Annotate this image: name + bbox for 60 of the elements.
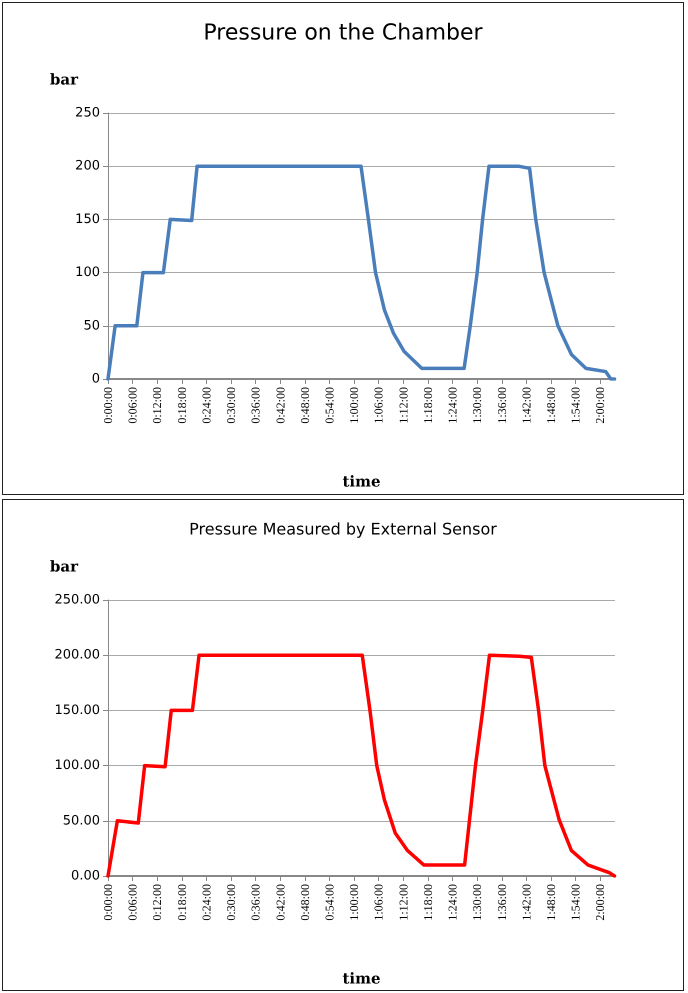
y-tick-label: 250 — [75, 106, 100, 120]
x-tick-label: 0:48:00 — [298, 387, 312, 424]
x-tick-label: 0:36:00 — [248, 884, 263, 920]
x-tick-label: 1:48:00 — [544, 884, 558, 920]
x-tick-label: 1:48:00 — [544, 387, 558, 424]
y-axis-title: bar — [50, 70, 80, 88]
x-axis-title: time — [342, 969, 381, 987]
x-tick-label: 2:00:00 — [593, 387, 608, 424]
x-tick-label: 0:30:00 — [224, 387, 238, 424]
y-tick-label: 0 — [92, 372, 100, 386]
y-tick-label: 50.00 — [62, 812, 100, 828]
y-axis-title: bar — [50, 557, 80, 575]
x-tick-label: 1:30:00 — [470, 884, 484, 920]
chart-title: Pressure Measured by External Sensor — [189, 519, 498, 538]
x-tick-label: 0:06:00 — [126, 387, 140, 424]
x-tick-label: 0:48:00 — [298, 884, 312, 920]
x-axis-title: time — [342, 472, 381, 490]
chart-title: Pressure on the Chamber — [203, 20, 484, 46]
x-tick-label: 1:00:00 — [347, 387, 362, 424]
x-tick-label: 1:18:00 — [420, 387, 435, 424]
y-tick-label: 250.00 — [54, 592, 100, 607]
x-tick-label: 0:00:00 — [101, 884, 115, 920]
x-tick-label: 1:24:00 — [446, 884, 460, 920]
y-tick-label: 150 — [75, 212, 100, 227]
y-tick-label: 100.00 — [54, 758, 100, 773]
x-tick-label: 0:54:00 — [322, 884, 337, 920]
y-tick-label: 200 — [75, 158, 100, 174]
x-tick-label: 0:24:00 — [199, 387, 214, 424]
x-tick-label: 0:42:00 — [273, 387, 288, 424]
x-tick-label: 1:06:00 — [372, 387, 386, 424]
y-tick-label: 50 — [83, 318, 100, 334]
x-tick-label: 1:12:00 — [396, 884, 410, 920]
y-tick-label: 150.00 — [54, 702, 100, 718]
x-tick-label: 0:24:00 — [199, 884, 214, 920]
x-tick-label: 0:54:00 — [322, 387, 337, 424]
x-tick-label: 1:36:00 — [494, 884, 509, 920]
y-tick-label: 0.00 — [71, 868, 100, 883]
x-tick-label: 0:42:00 — [273, 884, 288, 920]
x-tick-label: 1:12:00 — [396, 387, 410, 424]
y-tick-label: 100 — [75, 265, 100, 280]
x-tick-label: 2:00:00 — [593, 884, 608, 920]
x-tick-label: 1:42:00 — [519, 387, 534, 424]
x-tick-label: 1:06:00 — [372, 884, 386, 920]
x-tick-label: 0:30:00 — [224, 884, 238, 920]
x-tick-label: 1:24:00 — [446, 387, 460, 424]
x-tick-label: 1:54:00 — [568, 387, 583, 424]
x-tick-label: 0:00:00 — [101, 387, 115, 424]
x-tick-label: 0:18:00 — [174, 387, 189, 424]
x-tick-label: 1:00:00 — [347, 884, 362, 920]
x-tick-label: 1:30:00 — [470, 387, 484, 424]
x-tick-label: 0:18:00 — [174, 884, 189, 920]
x-tick-label: 0:12:00 — [150, 884, 164, 920]
x-tick-label: 0:36:00 — [248, 387, 263, 424]
y-tick-label: 200.00 — [54, 647, 100, 662]
x-tick-label: 1:36:00 — [494, 387, 509, 424]
x-tick-label: 0:12:00 — [150, 387, 164, 424]
x-tick-label: 1:42:00 — [519, 884, 534, 920]
x-tick-label: 0:06:00 — [126, 884, 140, 920]
x-tick-label: 1:18:00 — [420, 884, 435, 920]
x-tick-label: 1:54:00 — [568, 884, 583, 920]
